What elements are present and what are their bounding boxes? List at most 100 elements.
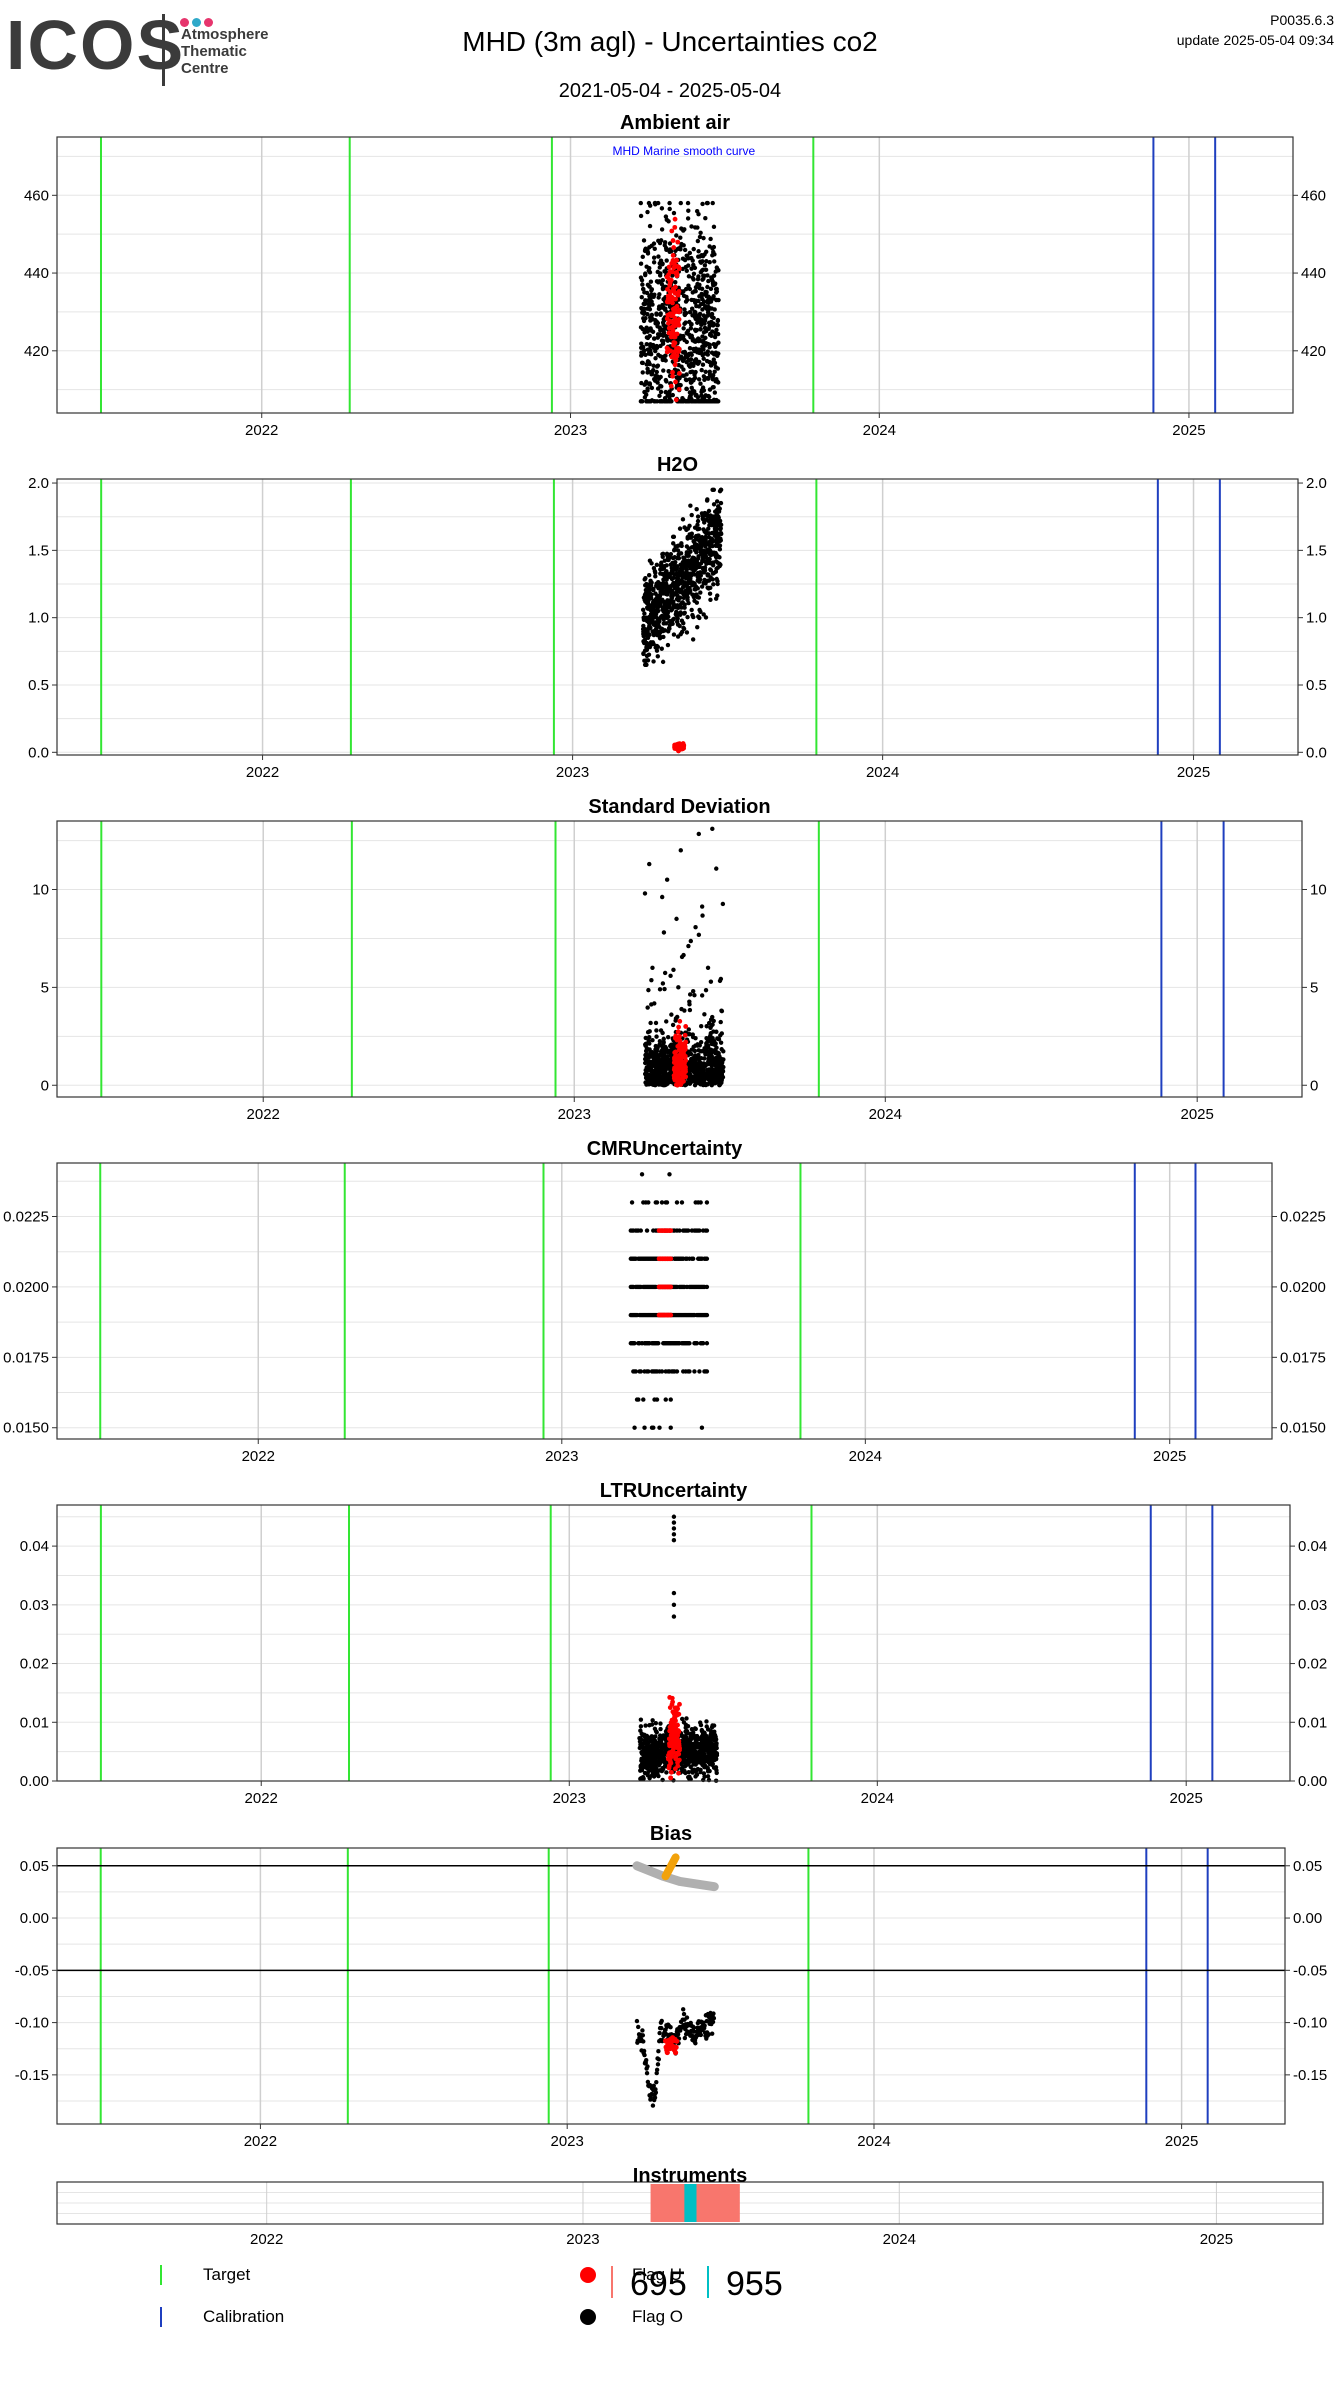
- y-tick-label: 440: [24, 265, 49, 282]
- data-point: [680, 358, 686, 364]
- data-point: [638, 261, 644, 266]
- smooth-curve-label: MHD Marine smooth curve: [613, 144, 756, 158]
- data-point: [661, 634, 666, 640]
- data-point: [637, 1736, 642, 1741]
- y-tick-label: -0.05: [15, 1962, 49, 1979]
- data-point: [709, 363, 714, 368]
- flag-u-point: [674, 331, 680, 337]
- data-point: [646, 1200, 651, 1205]
- flag-u-point: [676, 371, 682, 376]
- data-point: [649, 369, 655, 374]
- y-tick-label-right: 2.0: [1306, 475, 1327, 492]
- data-point: [649, 1002, 654, 1007]
- x-tick-label: 2022: [247, 1106, 280, 1123]
- data-point: [645, 209, 650, 215]
- data-point: [659, 1060, 664, 1066]
- data-point: [654, 279, 660, 284]
- data-point: [687, 992, 693, 997]
- data-point: [685, 536, 690, 541]
- data-point: [717, 1055, 722, 1061]
- data-point: [692, 1082, 698, 1088]
- data-point: [662, 601, 667, 606]
- data-point: [692, 225, 698, 230]
- data-point: [643, 1080, 648, 1085]
- flag-u-point: [673, 1753, 679, 1759]
- data-point: [707, 560, 712, 565]
- data-point: [645, 251, 651, 256]
- flag-u-point: [671, 334, 677, 340]
- data-point: [710, 1022, 715, 1027]
- data-point: [709, 1741, 715, 1746]
- flag-u-point: [668, 1284, 674, 1290]
- data-point: [692, 525, 698, 530]
- data-point: [690, 580, 695, 585]
- data-point: [658, 389, 664, 395]
- data-point: [686, 363, 692, 368]
- flag-u-point: [667, 283, 672, 288]
- x-tick-label: 2025: [1200, 2231, 1233, 2248]
- data-point: [670, 273, 675, 278]
- data-point: [678, 562, 683, 567]
- data-point: [659, 586, 664, 591]
- flag-u-point: [678, 1051, 684, 1057]
- y-tick-label: 0.0225: [3, 1209, 49, 1226]
- data-point: [708, 979, 714, 984]
- data-point: [651, 1058, 656, 1064]
- y-tick-label: 0.0: [28, 744, 49, 761]
- data-point: [653, 356, 658, 361]
- data-point: [647, 623, 652, 629]
- data-point: [703, 559, 708, 564]
- data-point: [664, 1770, 669, 1775]
- data-point: [675, 634, 681, 639]
- data-point: [712, 360, 718, 366]
- flag-u-point: [679, 1063, 685, 1069]
- data-point: [642, 348, 647, 353]
- date-range: 2021-05-04 - 2025-05-04: [558, 80, 782, 102]
- data-point: [643, 272, 648, 278]
- data-point: [640, 282, 645, 287]
- data-point: [718, 1040, 724, 1045]
- bias-point: [656, 2057, 662, 2062]
- data-point: [702, 1046, 707, 1051]
- data-point: [682, 1769, 687, 1774]
- bias-point: [668, 2025, 673, 2030]
- data-point: [702, 325, 708, 331]
- data-point: [660, 1755, 665, 1760]
- x-tick-label: 2023: [554, 422, 587, 439]
- data-point: [704, 1758, 709, 1764]
- data-point: [701, 374, 707, 379]
- data-point: [661, 1078, 666, 1083]
- data-point: [708, 286, 714, 292]
- data-point: [698, 1200, 703, 1205]
- flag-u-point: [675, 1760, 680, 1765]
- update-timestamp: update 2025-05-04 09:34: [1176, 32, 1334, 48]
- data-point: [700, 1068, 705, 1073]
- data-point: [684, 1752, 689, 1757]
- data-point: [680, 517, 686, 522]
- data-point: [699, 317, 704, 323]
- data-point: [658, 312, 663, 317]
- data-point: [671, 534, 677, 540]
- data-point: [654, 643, 660, 649]
- y-tick-label-right: 420: [1301, 343, 1326, 360]
- data-point: [693, 924, 698, 930]
- data-point: [660, 551, 666, 557]
- data-point: [653, 1729, 659, 1734]
- data-point: [719, 1059, 724, 1065]
- data-point: [706, 586, 711, 591]
- data-point: [647, 1034, 652, 1040]
- data-point: [650, 965, 655, 970]
- x-tick-label: 2024: [883, 2231, 916, 2248]
- data-point: [654, 1200, 660, 1205]
- flag-u-point: [675, 1740, 681, 1745]
- data-point: [684, 527, 689, 533]
- y-tick-label: 0.0200: [3, 1279, 49, 1296]
- data-point: [712, 525, 718, 531]
- data-point: [654, 1034, 659, 1039]
- data-point: [705, 200, 710, 206]
- data-point: [692, 338, 698, 344]
- data-point: [667, 1172, 672, 1177]
- data-point: [648, 578, 653, 584]
- data-point: [688, 326, 694, 331]
